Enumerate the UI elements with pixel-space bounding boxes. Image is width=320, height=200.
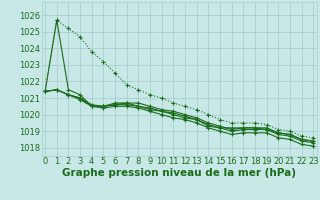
X-axis label: Graphe pression niveau de la mer (hPa): Graphe pression niveau de la mer (hPa) xyxy=(62,168,296,178)
